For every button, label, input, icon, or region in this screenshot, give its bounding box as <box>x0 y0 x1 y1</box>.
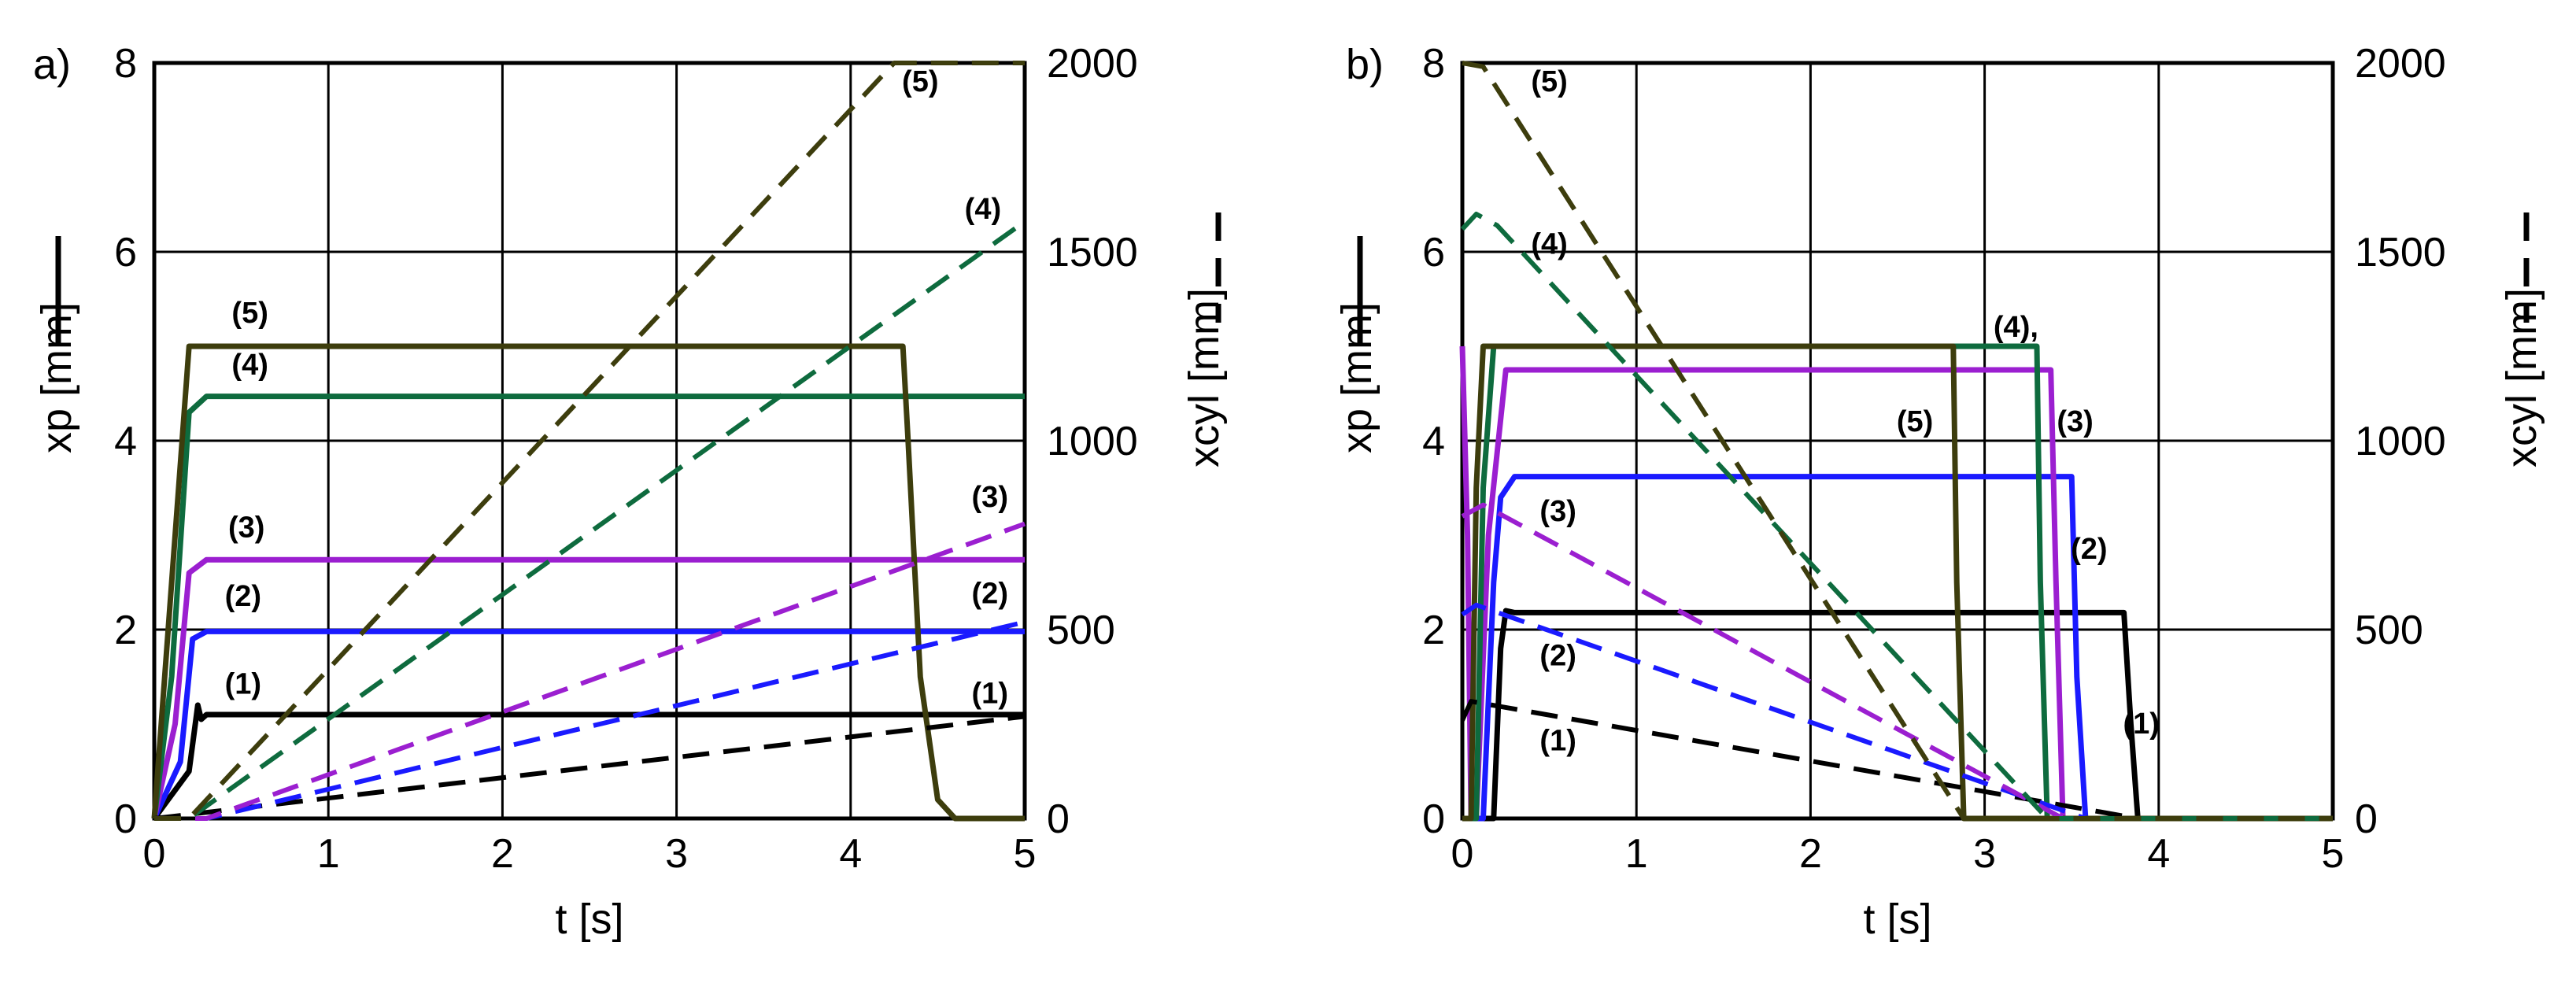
xcyl-series-line-5 <box>154 61 1025 821</box>
x-tick-label: 4 <box>2147 831 2170 877</box>
y-right-tick-label: 500 <box>2355 608 2423 653</box>
y-right-tick-label: 0 <box>1047 796 1070 842</box>
y-right-tick-label: 2000 <box>2355 41 2446 87</box>
xp-series-line-3 <box>1459 345 2333 822</box>
y-right-tick-label: 1500 <box>1047 230 1138 275</box>
series-annotation-label: (5) <box>1897 405 1933 438</box>
x-tick-label: 1 <box>317 831 340 877</box>
series-annotation-label: (1) <box>225 668 261 701</box>
x-tick-label: 0 <box>143 831 166 877</box>
y-left-tick-label: 2 <box>1422 608 1445 653</box>
x-tick-label: 5 <box>1014 831 1037 877</box>
x-tick-label: 3 <box>1973 831 1996 877</box>
y-left-tick-label: 6 <box>1422 230 1445 275</box>
panel-label: b) <box>1346 41 1384 88</box>
series-annotation-label: (3) <box>2057 405 2093 438</box>
series-annotation-label: (4), <box>1994 311 2038 344</box>
xp-series-line-2 <box>1462 474 2333 822</box>
series-annotation-label: (1) <box>1539 725 1576 758</box>
x-tick-label: 1 <box>1625 831 1648 877</box>
series-annotation-label: (4) <box>1531 227 1567 260</box>
xcyl-series-line-3 <box>154 521 1026 821</box>
y-left-tick-label: 0 <box>114 796 137 842</box>
xcyl-series-line-4 <box>1460 212 2333 821</box>
series-annotation-label: (5) <box>902 65 938 98</box>
xp-series-line-4 <box>151 394 1025 819</box>
series-annotation-label: (4) <box>965 193 1001 226</box>
y-left-tick-label: 8 <box>1422 41 1445 87</box>
panel-label: a) <box>33 41 71 88</box>
y-left-tick-label: 4 <box>1422 419 1445 464</box>
y-right-tick-label: 1000 <box>1047 419 1138 464</box>
series-annotation-label: (2) <box>1539 640 1576 673</box>
plot-area-frame <box>152 61 1027 821</box>
x-tick-label: 0 <box>1451 831 1474 877</box>
x-axis-label: t [s] <box>1863 896 1931 943</box>
y-right-tick-label: 1000 <box>2355 419 2446 464</box>
xp-series-line-5 <box>1462 343 2333 822</box>
y-left-tick-label: 6 <box>114 230 137 275</box>
series-annotation-label: (3) <box>972 481 1008 514</box>
y-left-tick-label: 2 <box>114 608 137 653</box>
series-annotation-label: (5) <box>1531 65 1567 98</box>
series-annotation-label: (3) <box>228 511 264 544</box>
y-left-tick-label: 4 <box>114 419 137 464</box>
x-tick-label: 2 <box>1799 831 1822 877</box>
xp-series-line-1 <box>1462 608 2333 822</box>
series-annotation-label: (2) <box>972 577 1008 610</box>
x-tick-label: 5 <box>2322 831 2345 877</box>
series-annotation-label: (5) <box>231 297 268 330</box>
y-left-tick-label: 0 <box>1422 796 1445 842</box>
x-tick-label: 2 <box>491 831 514 877</box>
y-right-axis-label: xcyl [mm] <box>2498 288 2545 467</box>
xp-series-line-2 <box>151 628 1025 820</box>
x-tick-label: 3 <box>665 831 688 877</box>
xp-series-line-5 <box>151 343 1025 822</box>
y-left-axis-label: xp [mm] <box>1333 302 1380 453</box>
series-annotation-label: (2) <box>225 580 261 613</box>
x-axis-label: t [s] <box>555 896 623 943</box>
series-annotation-label: (1) <box>972 678 1008 711</box>
xcyl-series-line-3 <box>1461 502 2333 821</box>
xp-series-line-3 <box>151 556 1025 819</box>
xp-series-line-1 <box>152 702 1025 821</box>
x-tick-label: 4 <box>839 831 862 877</box>
series-annotation-label: (3) <box>1539 495 1576 528</box>
series-annotation-label: (2) <box>2071 533 2107 566</box>
xcyl-series-line-4 <box>154 220 1026 821</box>
series-annotation-label: (1) <box>2123 708 2159 741</box>
xcyl-series-line-1 <box>153 714 1026 821</box>
series-annotation-label: (4) <box>231 349 268 382</box>
y-right-tick-label: 1500 <box>2355 230 2446 275</box>
y-right-tick-label: 500 <box>1047 608 1115 653</box>
y-right-tick-label: 0 <box>2355 796 2378 842</box>
y-left-tick-label: 8 <box>114 41 137 87</box>
y-right-tick-label: 2000 <box>1047 41 1138 87</box>
xcyl-series-line-5 <box>1462 61 2333 821</box>
